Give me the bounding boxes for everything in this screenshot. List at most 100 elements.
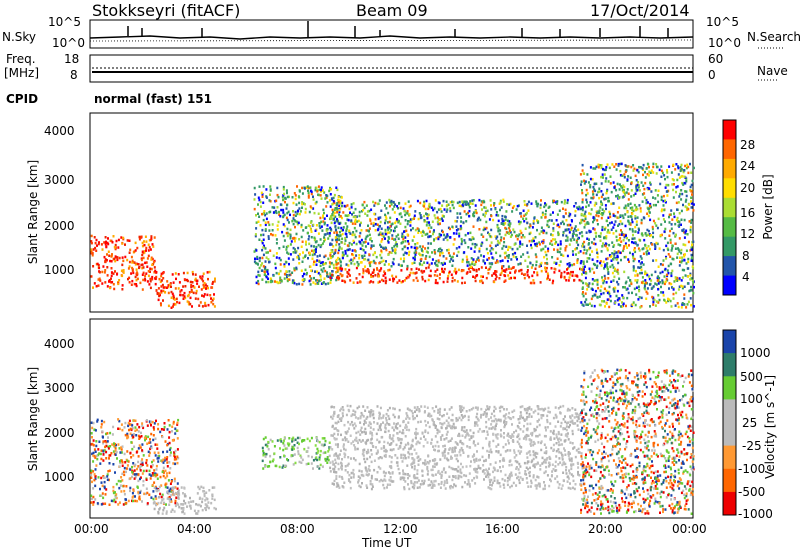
data-cell	[626, 246, 629, 249]
data-cell	[677, 220, 680, 223]
data-cell	[366, 210, 369, 213]
data-cell	[374, 274, 377, 277]
data-cell	[534, 478, 537, 482]
data-cell	[624, 213, 627, 216]
data-cell	[383, 270, 386, 273]
data-cell	[380, 209, 383, 212]
data-cell	[262, 253, 265, 257]
data-cell	[496, 260, 499, 263]
data-cell	[357, 441, 359, 445]
data-cell	[656, 226, 659, 230]
data-cell	[384, 215, 387, 218]
data-cell	[105, 450, 108, 454]
data-cell	[307, 196, 310, 199]
data-cell	[261, 459, 264, 463]
data-cell	[162, 461, 165, 464]
data-cell	[288, 232, 291, 236]
data-cell	[482, 275, 484, 278]
data-cell	[126, 239, 129, 242]
data-cell	[420, 269, 423, 273]
data-cell	[115, 493, 118, 496]
data-cell	[537, 412, 540, 416]
data-cell	[616, 216, 619, 219]
data-cell	[93, 455, 96, 458]
data-cell	[385, 279, 388, 283]
noise-tick-left-top: 10^5	[48, 15, 81, 29]
data-cell	[346, 218, 349, 221]
data-cell	[294, 214, 297, 217]
data-cell	[488, 257, 490, 260]
data-cell	[323, 437, 326, 440]
data-cell	[579, 420, 582, 424]
data-cell	[554, 413, 557, 417]
data-cell	[633, 237, 636, 240]
data-cell	[148, 239, 151, 242]
data-cell	[146, 257, 149, 260]
data-cell	[172, 281, 175, 284]
data-cell	[267, 235, 270, 238]
data-cell	[102, 265, 105, 268]
data-cell	[334, 465, 337, 468]
data-cell	[482, 235, 485, 238]
data-cell	[355, 436, 358, 440]
data-cell	[657, 282, 660, 285]
data-cell	[652, 285, 655, 288]
data-cell	[434, 426, 437, 429]
data-cell	[466, 264, 469, 267]
data-cell	[406, 415, 409, 419]
data-cell	[269, 454, 272, 458]
data-cell	[618, 188, 621, 191]
data-cell	[101, 270, 104, 274]
data-cell	[655, 163, 658, 166]
data-cell	[373, 212, 376, 216]
data-cell	[517, 449, 520, 453]
data-cell	[118, 427, 121, 431]
data-cell	[647, 245, 650, 248]
data-cell	[159, 475, 162, 479]
data-cell	[399, 212, 402, 215]
data-cell	[308, 279, 311, 283]
data-cell	[593, 293, 596, 296]
data-cell	[534, 267, 537, 270]
data-cell	[126, 459, 129, 463]
data-cell	[563, 222, 565, 226]
data-cell	[615, 235, 618, 239]
data-cell	[620, 185, 622, 188]
data-cell	[424, 419, 427, 423]
data-cell	[620, 233, 623, 236]
data-cell	[319, 226, 322, 230]
data-cell	[105, 444, 108, 448]
data-cell	[594, 167, 597, 170]
data-cell	[160, 285, 163, 288]
data-cell	[295, 266, 298, 270]
data-cell	[631, 291, 633, 295]
data-cell	[676, 256, 679, 259]
data-cell	[660, 195, 663, 199]
data-cell	[456, 280, 459, 283]
data-cell	[604, 287, 606, 290]
data-cell	[532, 411, 535, 414]
data-cell	[146, 280, 149, 283]
data-cell	[659, 234, 662, 237]
data-cell	[572, 270, 574, 274]
data-cell	[653, 298, 656, 302]
data-cell	[322, 214, 324, 217]
data-cell	[406, 222, 409, 226]
data-cell	[122, 259, 125, 263]
data-cell	[401, 232, 404, 235]
data-cell	[370, 247, 372, 250]
data-cell	[617, 162, 620, 166]
data-cell	[411, 239, 414, 242]
data-cell	[640, 296, 643, 300]
data-cell	[291, 219, 294, 223]
data-cell	[135, 451, 138, 454]
data-cell	[421, 263, 424, 267]
data-cell	[104, 242, 107, 246]
data-cell	[539, 464, 542, 467]
data-cell	[402, 207, 405, 210]
data-cell	[480, 244, 483, 247]
data-cell	[337, 251, 340, 255]
data-cell	[647, 229, 650, 233]
data-cell	[342, 253, 345, 257]
data-cell	[600, 195, 603, 199]
